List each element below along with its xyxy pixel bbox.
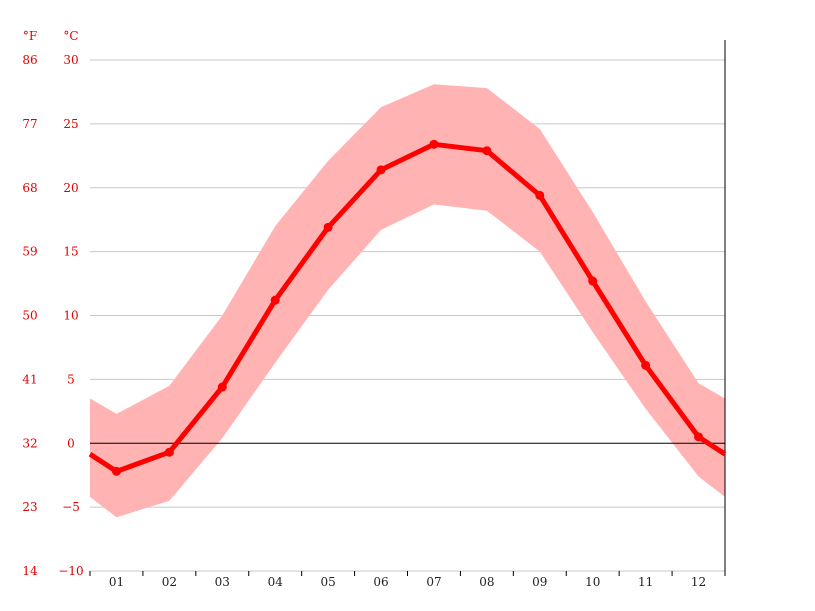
month-label: 09: [532, 575, 547, 589]
temperature-range-band: [90, 84, 725, 518]
mean-point: [376, 165, 386, 175]
fahrenheit-tick-label: 32: [22, 436, 37, 450]
celsius-tick-label: 30: [63, 53, 78, 67]
y-axis-labels: °F °C 30 86 25 77 20 68 15 59 10 50 5 41 0 32 −5 23 −10 1…: [22, 29, 83, 578]
month-label: 03: [215, 575, 230, 589]
celsius-tick-label: 10: [63, 309, 78, 323]
mean-line-path: [88, 141, 727, 474]
mean-point: [323, 222, 333, 232]
fahrenheit-tick-label: 14: [22, 564, 38, 578]
fahrenheit-tick-label: 86: [22, 53, 37, 67]
celsius-tick-label: −10: [58, 564, 83, 578]
month-label: 07: [426, 575, 441, 589]
axes: [89, 40, 726, 576]
month-label: 05: [320, 575, 335, 589]
celsius-unit-label: °C: [63, 29, 78, 43]
celsius-tick-label: 0: [67, 436, 75, 450]
month-label: 01: [109, 575, 124, 589]
fahrenheit-tick-label: 59: [22, 245, 37, 259]
mean-point: [482, 146, 492, 156]
celsius-tick-label: −5: [62, 500, 80, 514]
fahrenheit-tick-label: 77: [22, 117, 37, 131]
celsius-tick-label: 25: [63, 117, 78, 131]
month-label: 08: [479, 575, 494, 589]
mean-point: [270, 295, 280, 305]
mean-point: [164, 447, 174, 457]
mean-temperature-line: [88, 139, 727, 476]
fahrenheit-tick-label: 23: [22, 500, 37, 514]
mean-point: [588, 276, 598, 286]
fahrenheit-tick-label: 50: [22, 309, 37, 323]
fahrenheit-unit-label: °F: [23, 29, 37, 43]
month-label: 02: [162, 575, 177, 589]
celsius-tick-label: 5: [67, 372, 75, 386]
mean-point: [694, 432, 704, 442]
x-axis-labels: 01 02 03 04 05 06 07 08 09 10 11 12: [109, 575, 706, 589]
mean-point: [217, 382, 227, 392]
celsius-tick-label: 20: [63, 181, 78, 195]
mean-point: [111, 466, 121, 476]
celsius-tick-label: 15: [63, 245, 78, 259]
range-band-area: [90, 84, 725, 518]
month-label: 11: [638, 575, 653, 589]
month-label: 10: [585, 575, 600, 589]
mean-point: [535, 190, 545, 200]
mean-point: [429, 139, 439, 149]
month-label: 12: [691, 575, 706, 589]
fahrenheit-tick-label: 41: [22, 372, 37, 386]
month-label: 04: [268, 575, 284, 589]
fahrenheit-tick-label: 68: [22, 181, 37, 195]
month-label: 06: [373, 575, 388, 589]
mean-point: [641, 360, 651, 370]
